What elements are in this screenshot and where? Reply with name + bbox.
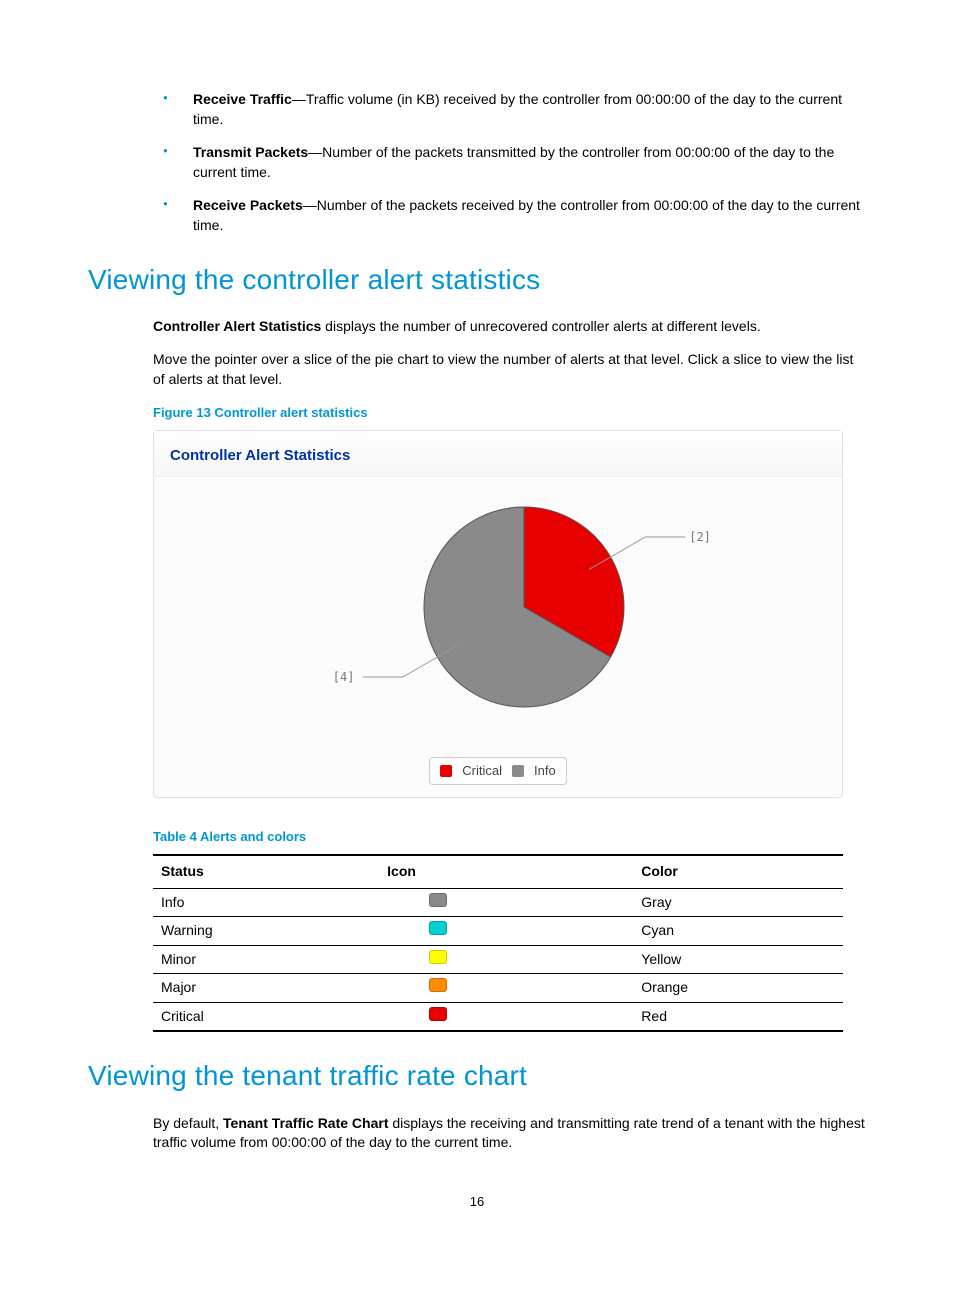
legend-label: Info	[534, 762, 556, 780]
bullet-term: Receive Traffic	[193, 91, 292, 107]
status-cell: Critical	[153, 1002, 379, 1031]
chart-legend: Critical Info	[429, 757, 566, 785]
status-cell: Warning	[153, 917, 379, 946]
definition-bullet: Receive Packets—Number of the packets re…	[163, 196, 866, 235]
page-number: 16	[88, 1193, 866, 1211]
table-row: Critical Red	[153, 1002, 843, 1031]
section-heading-tenant: Viewing the tenant traffic rate chart	[88, 1056, 866, 1095]
chart-body: [2] [4] Critical Info	[154, 477, 842, 797]
icon-cell	[379, 917, 633, 946]
chart-panel-title: Controller Alert Statistics	[154, 431, 842, 477]
legend-label: Critical	[462, 762, 502, 780]
table-header-cell: Status	[153, 855, 379, 888]
section-heading-alerts: Viewing the controller alert statistics	[88, 260, 866, 299]
tenant-bold: Tenant Traffic Rate Chart	[223, 1115, 388, 1131]
color-name-cell: Cyan	[633, 917, 843, 946]
alerts-paragraph-2: Move the pointer over a slice of the pie…	[153, 350, 866, 389]
alerts-paragraph-1: Controller Alert Statistics displays the…	[153, 317, 866, 337]
legend-swatch	[512, 765, 524, 777]
alerts-p1-rest: displays the number of unrecovered contr…	[321, 318, 760, 334]
alerts-color-table: StatusIconColor InfoGrayWarningCyanMinor…	[153, 854, 843, 1033]
legend-swatch	[440, 765, 452, 777]
tenant-pre: By default,	[153, 1115, 223, 1131]
table-row: Major Orange	[153, 974, 843, 1003]
status-color-icon	[429, 950, 447, 964]
definition-bullet-list: Receive Traffic—Traffic volume (in KB) r…	[163, 90, 866, 236]
definition-bullet: Receive Traffic—Traffic volume (in KB) r…	[163, 90, 866, 129]
bullet-term: Transmit Packets	[193, 144, 308, 160]
status-cell: Info	[153, 888, 379, 917]
status-color-icon	[429, 893, 447, 907]
pie-slice-callout: [4]	[333, 669, 355, 686]
tenant-paragraph: By default, Tenant Traffic Rate Chart di…	[153, 1114, 866, 1153]
table-header-cell: Icon	[379, 855, 633, 888]
table-row: Info Gray	[153, 888, 843, 917]
table-caption: Table 4 Alerts and colors	[153, 828, 866, 846]
status-cell: Major	[153, 974, 379, 1003]
table-header-cell: Color	[633, 855, 843, 888]
icon-cell	[379, 888, 633, 917]
icon-cell	[379, 945, 633, 974]
definition-bullet: Transmit Packets—Number of the packets t…	[163, 143, 866, 182]
chart-panel: Controller Alert Statistics [2] [4] Criti…	[153, 430, 843, 798]
pie-chart-svg[interactable]	[154, 477, 844, 737]
pie-slice-callout: [2]	[689, 529, 711, 546]
color-name-cell: Gray	[633, 888, 843, 917]
table-row: Minor Yellow	[153, 945, 843, 974]
icon-cell	[379, 1002, 633, 1031]
alerts-bold-term: Controller Alert Statistics	[153, 318, 321, 334]
color-name-cell: Orange	[633, 974, 843, 1003]
status-cell: Minor	[153, 945, 379, 974]
status-color-icon	[429, 921, 447, 935]
bullet-term: Receive Packets	[193, 197, 303, 213]
icon-cell	[379, 974, 633, 1003]
status-color-icon	[429, 1007, 447, 1021]
color-name-cell: Red	[633, 1002, 843, 1031]
figure-caption: Figure 13 Controller alert statistics	[153, 404, 866, 422]
status-color-icon	[429, 978, 447, 992]
table-row: Warning Cyan	[153, 917, 843, 946]
color-name-cell: Yellow	[633, 945, 843, 974]
